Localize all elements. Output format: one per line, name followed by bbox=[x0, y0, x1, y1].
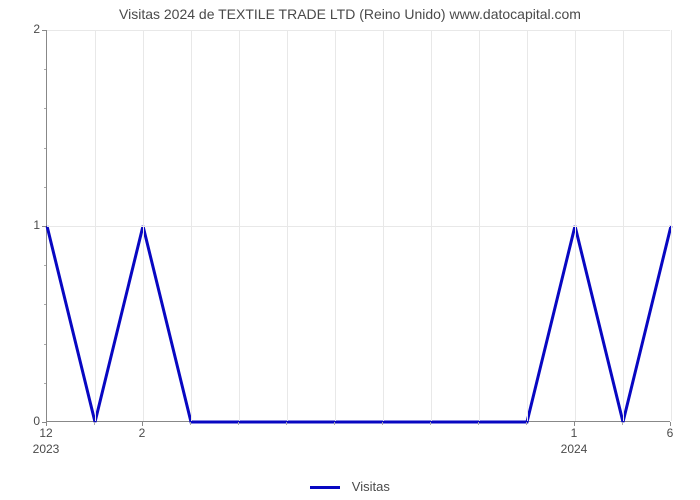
x-tick-label: 6 bbox=[667, 426, 674, 440]
gridline-h bbox=[47, 226, 670, 227]
gridline-v bbox=[671, 30, 672, 421]
y-tick-minor bbox=[44, 265, 46, 266]
y-tick-minor bbox=[44, 187, 46, 188]
gridline-v bbox=[383, 30, 384, 421]
x-tick-label: 12 bbox=[39, 426, 52, 440]
plot-area bbox=[46, 30, 670, 422]
legend-label: Visitas bbox=[352, 479, 390, 494]
x-tick-minor bbox=[238, 422, 239, 425]
legend-swatch bbox=[310, 486, 340, 489]
gridline-v bbox=[623, 30, 624, 421]
y-tick-minor bbox=[44, 344, 46, 345]
x-tick-minor bbox=[622, 422, 623, 425]
x-tick-minor bbox=[94, 422, 95, 425]
gridline-v bbox=[479, 30, 480, 421]
legend: Visitas bbox=[0, 479, 700, 494]
x-tick-minor bbox=[478, 422, 479, 425]
gridline-v bbox=[287, 30, 288, 421]
gridline-v bbox=[335, 30, 336, 421]
y-tick-minor bbox=[44, 69, 46, 70]
x-tick-minor bbox=[526, 422, 527, 425]
y-tick-label: 0 bbox=[10, 414, 40, 428]
y-tick-minor bbox=[44, 108, 46, 109]
y-tick-label: 2 bbox=[10, 22, 40, 36]
gridline-v bbox=[95, 30, 96, 421]
y-tick-minor bbox=[44, 383, 46, 384]
y-tick-mark bbox=[42, 226, 46, 227]
y-tick-label: 1 bbox=[10, 218, 40, 232]
y-tick-mark bbox=[42, 30, 46, 31]
gridline-v bbox=[527, 30, 528, 421]
gridline-v bbox=[239, 30, 240, 421]
chart-title: Visitas 2024 de TEXTILE TRADE LTD (Reino… bbox=[0, 6, 700, 22]
x-tick-minor bbox=[430, 422, 431, 425]
x-tick-label: 1 bbox=[571, 426, 578, 440]
gridline-h bbox=[47, 30, 670, 31]
x-tick-minor bbox=[334, 422, 335, 425]
gridline-v bbox=[575, 30, 576, 421]
y-tick-minor bbox=[44, 304, 46, 305]
x-tick-minor bbox=[286, 422, 287, 425]
x-tick-sublabel: 2023 bbox=[33, 442, 60, 456]
x-tick-minor bbox=[382, 422, 383, 425]
x-tick-minor bbox=[190, 422, 191, 425]
gridline-v bbox=[431, 30, 432, 421]
gridline-v bbox=[143, 30, 144, 421]
gridline-v bbox=[191, 30, 192, 421]
series-line bbox=[47, 226, 671, 422]
y-tick-minor bbox=[44, 148, 46, 149]
x-tick-label: 2 bbox=[139, 426, 146, 440]
x-tick-sublabel: 2024 bbox=[561, 442, 588, 456]
